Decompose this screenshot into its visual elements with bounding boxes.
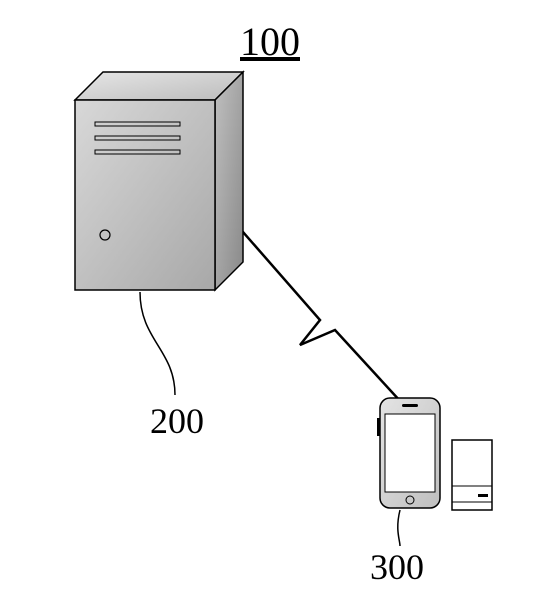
diagram-stage: 100 200 300 (0, 0, 547, 599)
server-label: 200 (150, 400, 204, 442)
leader-lines (0, 0, 547, 599)
client-label: 300 (370, 546, 424, 588)
